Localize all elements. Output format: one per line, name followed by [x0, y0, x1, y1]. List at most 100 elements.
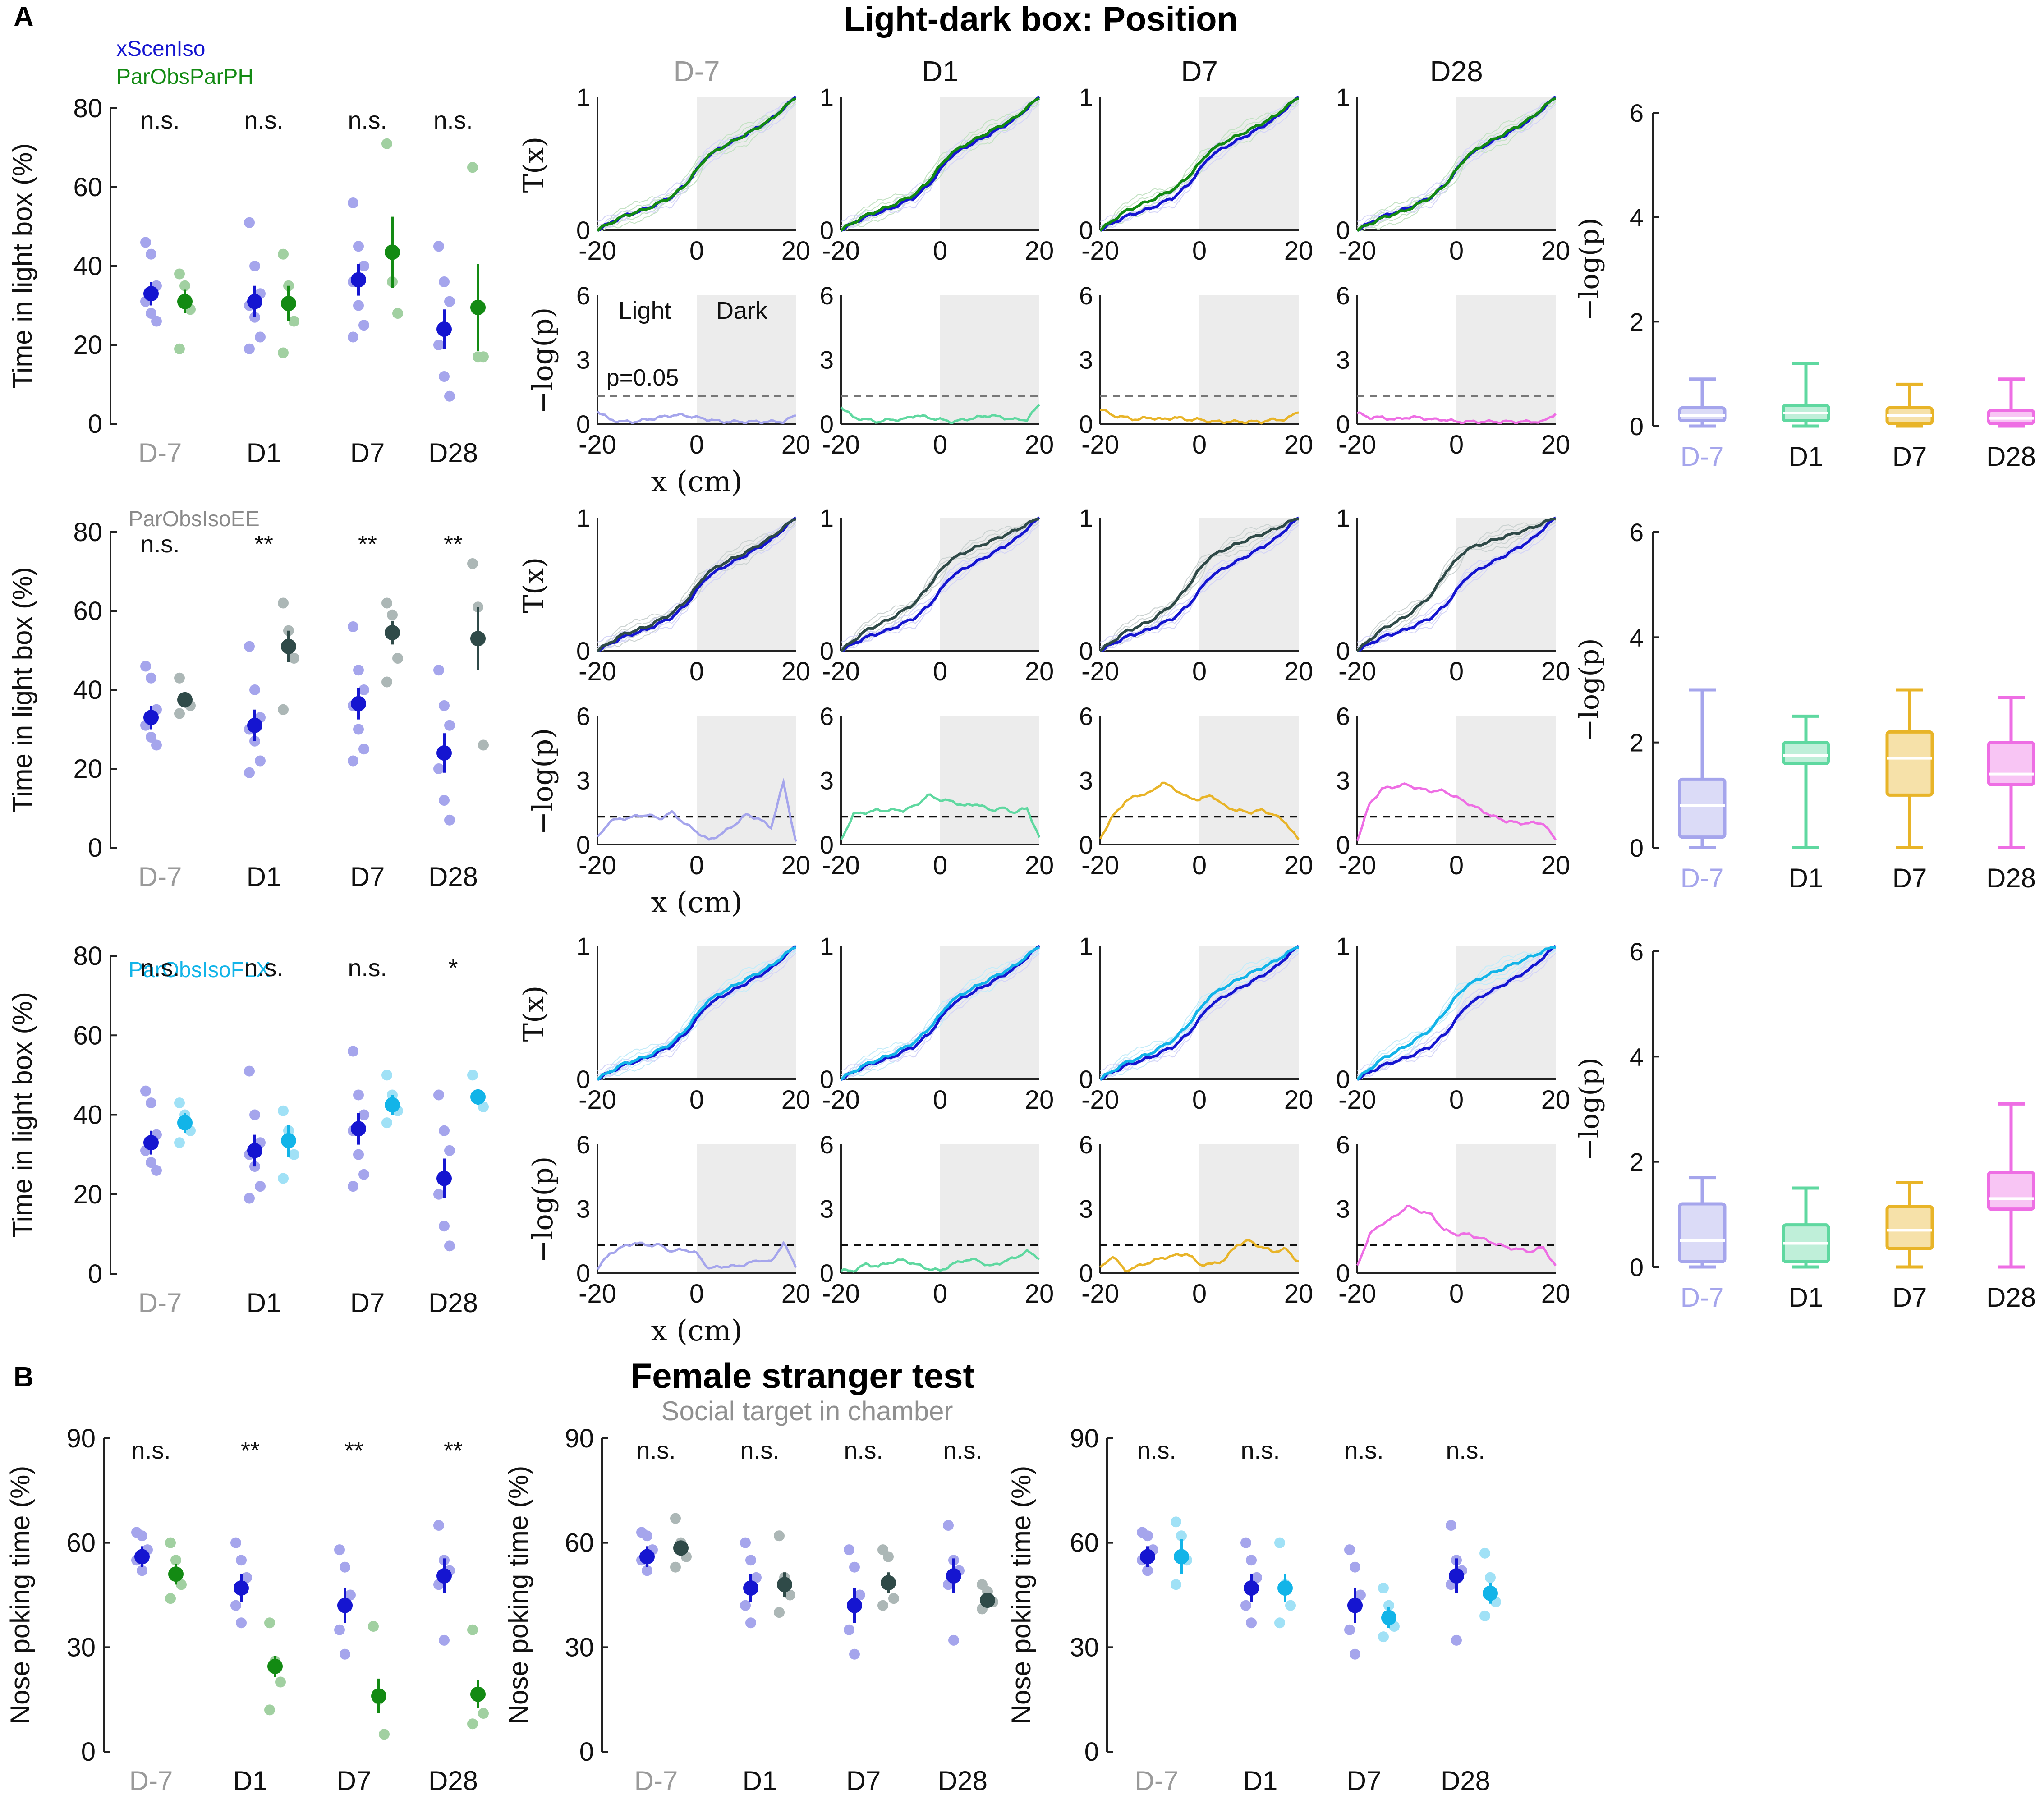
x-tick-label: 0 [1449, 851, 1464, 880]
dark-zone-shade [1199, 716, 1299, 845]
x-tick-label: 0 [1449, 657, 1464, 686]
y-tick-label: 6 [820, 702, 834, 730]
data-point-xScenIso [844, 1624, 854, 1635]
data-point-ParObsParPH [467, 1718, 478, 1730]
mean-trace-xsceniso [1100, 516, 1300, 653]
y-tick-label: 0 [1630, 1253, 1644, 1281]
x-tick-label: 0 [1449, 1085, 1464, 1115]
x-tick-label: 20 [1025, 657, 1054, 686]
data-point-xScenIso [146, 1157, 156, 1168]
individual-trace [597, 945, 796, 1080]
mean-marker-xScenIso [351, 696, 366, 712]
mean-marker-ParObsIsoFLX [177, 1115, 193, 1131]
mean-trace-group [840, 946, 1040, 1081]
y-tick-label: 80 [73, 518, 102, 547]
y-tick-label: 0 [576, 216, 590, 244]
x-tick-label: -20 [579, 236, 616, 266]
y-tick-label: 3 [576, 767, 590, 795]
data-point-xScenIso [433, 763, 444, 774]
data-point-ParObsIsoFLX [478, 1101, 489, 1112]
data-point-xScenIso [151, 316, 162, 327]
x-tick-label: D28 [428, 1288, 478, 1318]
data-point-ParObsIsoFLX [174, 1137, 185, 1148]
individual-trace [1100, 521, 1299, 651]
x-tick-label: 20 [1284, 657, 1314, 686]
x-tick-label: 20 [1025, 851, 1054, 880]
individual-trace [1357, 518, 1556, 651]
significance-label: n.s. [1446, 1437, 1485, 1464]
y-tick-label: 60 [73, 597, 102, 626]
data-point-xScenIso [348, 1181, 358, 1192]
x-tick-label: -20 [579, 657, 616, 686]
mean-marker-ParObsParPH [470, 299, 486, 315]
data-point-ParObsParPH [278, 248, 289, 260]
mean-trace-xsceniso [1100, 96, 1300, 232]
y-tick-label: 20 [73, 754, 102, 784]
data-point-xScenIso [244, 767, 255, 778]
dark-zone-label: Dark [716, 297, 768, 324]
individual-trace [841, 96, 1040, 231]
box-body [1885, 1205, 1934, 1250]
y-tick-label: 3 [1336, 346, 1350, 374]
x-tick-label: D28 [428, 862, 478, 892]
mean-marker-xScenIso [639, 1549, 655, 1565]
data-point-xScenIso [444, 296, 455, 307]
mean-marker-ParObsIsoEE [777, 1577, 792, 1593]
data-point-ParObsIsoEE [670, 1513, 681, 1524]
x-tick-label: -20 [822, 657, 860, 686]
individual-trace [1357, 101, 1556, 229]
data-point-xScenIso [358, 744, 369, 755]
data-point-ParObsIsoEE [381, 597, 392, 609]
x-tick-label: 0 [689, 851, 704, 880]
data-point-xScenIso [353, 724, 364, 735]
logp-trace [840, 1248, 1040, 1273]
dark-zone-shade [940, 97, 1039, 230]
dark-zone-shade [940, 295, 1039, 424]
data-point-xScenIso [244, 217, 255, 228]
individual-trace [1357, 950, 1556, 1078]
y-tick-label: 0 [1336, 637, 1350, 665]
x-tick-label: 20 [1541, 851, 1571, 880]
mean-marker-xScenIso [351, 272, 366, 288]
individual-trace [841, 950, 1040, 1078]
y-tick-label: 1 [820, 83, 834, 111]
data-point-xScenIso [358, 261, 369, 271]
x-tick-label: 0 [689, 657, 704, 686]
mean-trace-group [840, 518, 1039, 652]
data-point-ParObsParPH [392, 308, 403, 319]
data-point-ParObsIsoEE [467, 558, 478, 569]
logp-trace [1356, 782, 1557, 841]
y-tick-label: 0 [1079, 1065, 1093, 1093]
data-point-xScenIso [751, 1572, 762, 1583]
x-tick-label: D7 [1892, 863, 1927, 893]
data-point-ParObsIsoEE [478, 739, 489, 751]
y-tick-label: 3 [820, 1195, 834, 1223]
data-point-ParObsParPH [275, 1676, 286, 1688]
data-point-xScenIso [1142, 1565, 1153, 1576]
x-tick-label: 0 [933, 236, 947, 266]
logp-trace [840, 404, 1040, 424]
data-point-ParObsIsoFLX [1274, 1617, 1285, 1629]
data-point-xScenIso [444, 1145, 455, 1156]
column-day-header: D1 [922, 55, 959, 87]
individual-trace [1100, 522, 1299, 649]
y-tick-label: 80 [73, 941, 102, 971]
x-tick-label: 20 [1025, 430, 1054, 459]
mean-marker-xScenIso [234, 1580, 249, 1596]
box-body [1678, 1202, 1727, 1263]
y-tick-label: 30 [1070, 1633, 1099, 1662]
x-tick-label: D1 [1789, 441, 1824, 472]
mean-marker-xScenIso [143, 286, 159, 302]
data-point-xScenIso [348, 755, 358, 767]
individual-trace [1357, 949, 1556, 1079]
data-point-ParObsIsoFLX [174, 1097, 185, 1109]
data-point-ParObsIsoEE [174, 708, 185, 719]
y-tick-label: 1 [576, 504, 590, 532]
individual-trace [841, 945, 1040, 1080]
y-tick-label: 4 [1630, 203, 1644, 232]
data-point-ParObsParPH [264, 1617, 275, 1629]
x-tick-label: D1 [247, 438, 281, 468]
x-tick-label: 0 [1192, 851, 1207, 880]
light-zone-label: Light [618, 297, 671, 324]
